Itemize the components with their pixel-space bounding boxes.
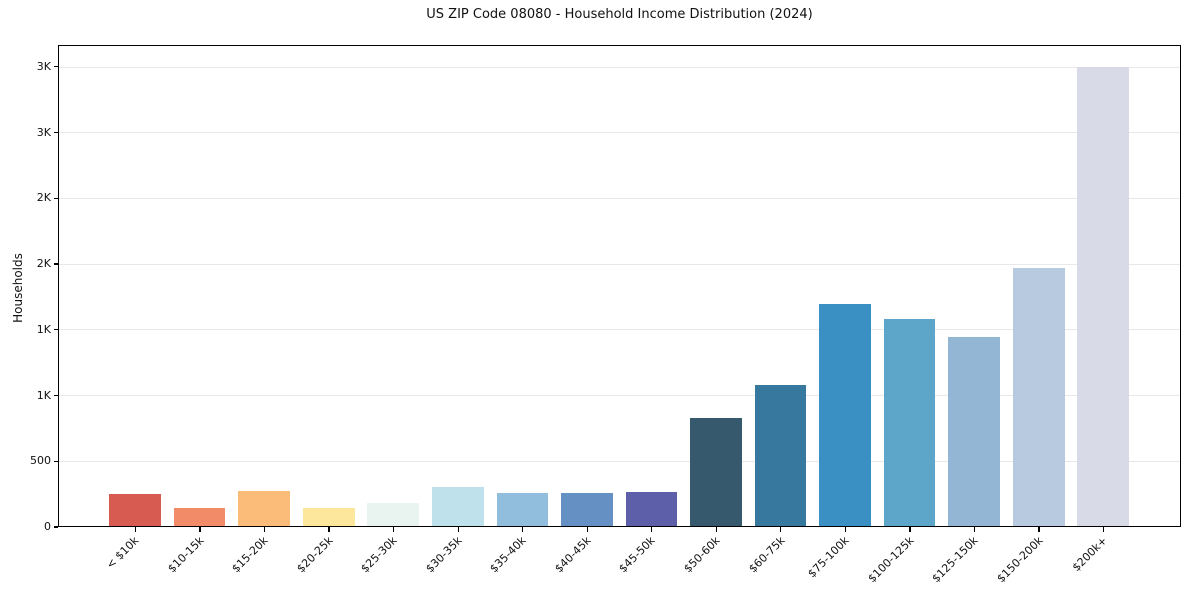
y-tick-mark bbox=[53, 329, 58, 331]
bar-$40-45k bbox=[561, 492, 613, 526]
x-tick-mark bbox=[134, 527, 137, 532]
x-tick-label-text: $40-45k bbox=[552, 534, 594, 576]
x-tick-mark bbox=[1038, 527, 1040, 532]
y-tick-label: 0 bbox=[44, 520, 51, 533]
y-tick-mark bbox=[53, 131, 58, 134]
gridline bbox=[59, 460, 1180, 462]
y-tick-mark bbox=[53, 66, 58, 68]
y-tick-mark bbox=[53, 263, 58, 265]
x-tick-label-text: $45-50k bbox=[616, 534, 658, 576]
y-tick-mark bbox=[53, 197, 58, 199]
y-tick-label: 3K bbox=[36, 59, 51, 73]
x-tick-mark bbox=[522, 527, 524, 532]
gridline bbox=[59, 263, 1180, 265]
bar-$35-40k bbox=[496, 493, 549, 526]
x-tick-mark bbox=[457, 527, 459, 532]
y-tick-label: 2K bbox=[36, 191, 51, 205]
y-tick-label: 500 bbox=[30, 454, 51, 468]
y-tick-mark bbox=[53, 394, 58, 397]
y-tick-label: 1K bbox=[36, 388, 51, 402]
y-tick-label: 3K bbox=[36, 125, 51, 139]
bar-$150-200k bbox=[1012, 268, 1065, 526]
bar-$10-15k bbox=[173, 507, 226, 526]
x-tick-mark bbox=[393, 527, 395, 532]
bar-$60-75k bbox=[754, 384, 807, 526]
y-tick-label: 1K bbox=[36, 322, 51, 336]
x-tick-label-text: $10-15k bbox=[164, 534, 207, 576]
bar-$125-150k bbox=[948, 336, 1000, 526]
y-tick-mark bbox=[53, 460, 58, 462]
x-tick-label-text: < $10k bbox=[104, 534, 142, 572]
gridline bbox=[59, 66, 1180, 68]
y-tick-label: 2K bbox=[36, 257, 51, 271]
bar-$200k+ bbox=[1077, 67, 1130, 526]
x-tick-label-text: $25-30k bbox=[358, 534, 400, 576]
x-tick-label-text: $60-75k bbox=[745, 534, 788, 576]
gridline bbox=[59, 132, 1180, 134]
x-tick-label-text: $125-150k bbox=[929, 534, 981, 586]
bar-$20-25k bbox=[302, 507, 355, 526]
gridline bbox=[59, 198, 1180, 199]
bar-< $10k bbox=[109, 494, 161, 526]
bar-$30-35k bbox=[432, 486, 484, 526]
x-tick-label-text: $100-125k bbox=[864, 534, 917, 586]
x-tick-mark bbox=[651, 527, 653, 532]
bar-$15-20k bbox=[238, 490, 291, 526]
x-tick-mark bbox=[263, 527, 266, 532]
x-tick-mark bbox=[199, 527, 201, 532]
x-tick-label-text: $200k+ bbox=[1069, 534, 1110, 575]
x-tick-label-text: $15-20k bbox=[229, 534, 271, 576]
x-tick-mark bbox=[909, 527, 911, 532]
bar-$50-60k bbox=[690, 417, 742, 526]
bar-$75-100k bbox=[819, 304, 871, 526]
chart-title: US ZIP Code 08080 - Household Income Dis… bbox=[426, 7, 813, 22]
x-tick-mark bbox=[328, 527, 330, 532]
y-tick-mark bbox=[53, 526, 58, 528]
x-tick-mark bbox=[780, 527, 782, 532]
x-tick-label-text: $30-35k bbox=[423, 534, 465, 576]
bar-$45-50k bbox=[625, 492, 678, 526]
x-tick-mark bbox=[586, 527, 588, 532]
x-tick-label-text: $35-40k bbox=[487, 534, 529, 576]
x-tick-label-text: $20-25k bbox=[293, 534, 336, 576]
x-tick-mark bbox=[973, 527, 976, 532]
bar-$25-30k bbox=[367, 502, 420, 526]
x-tick-label-text: $150-200k bbox=[994, 534, 1046, 586]
x-tick-mark bbox=[844, 527, 846, 532]
x-tick-mark bbox=[1102, 527, 1105, 532]
x-tick-mark bbox=[715, 527, 717, 532]
x-tick-label-text: $50-60k bbox=[681, 534, 723, 576]
plot-area bbox=[58, 45, 1181, 527]
x-tick-label-text: $75-100k bbox=[805, 534, 852, 581]
bar-$100-125k bbox=[883, 318, 936, 526]
gridline bbox=[59, 329, 1180, 331]
gridline bbox=[59, 395, 1180, 397]
